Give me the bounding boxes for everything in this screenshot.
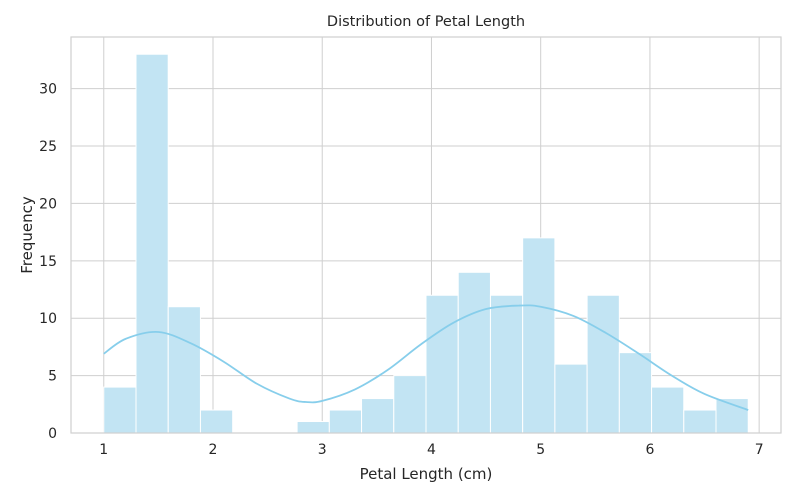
chart-title: Distribution of Petal Length — [327, 14, 525, 30]
histogram-bar — [618, 352, 653, 434]
histogram-bar — [425, 294, 459, 434]
x-tick-labels: 1 2 3 4 5 6 7 — [99, 442, 763, 458]
histogram-bar — [586, 294, 620, 434]
histogram-bar — [683, 409, 717, 434]
kde-layer — [103, 304, 749, 411]
y-tick-label: 30 — [39, 82, 57, 98]
y-tick-label: 10 — [39, 311, 57, 327]
plot-frame — [70, 36, 782, 434]
histogram-bar — [361, 398, 395, 434]
y-tick-label: 20 — [39, 196, 57, 212]
histogram-bar — [554, 363, 588, 434]
histogram-bar — [103, 386, 137, 434]
y-axis-label: Frequency — [18, 196, 36, 274]
histogram-bar — [457, 271, 491, 434]
histogram-bar — [296, 421, 330, 434]
x-tick-label: 2 — [209, 442, 218, 458]
y-tick-label: 5 — [48, 369, 57, 385]
histogram-bar — [199, 409, 234, 434]
histogram-bar — [489, 294, 524, 434]
y-tick-label: 0 — [48, 426, 57, 442]
histogram-bar — [167, 306, 201, 434]
x-tick-label: 7 — [755, 442, 764, 458]
x-tick-label: 6 — [645, 442, 654, 458]
x-tick-label: 5 — [536, 442, 545, 458]
grid-lines — [71, 37, 781, 434]
kde-line — [103, 304, 749, 411]
y-tick-label: 25 — [39, 139, 57, 155]
y-tick-label: 15 — [39, 254, 57, 270]
histogram-bar — [522, 237, 556, 434]
histogram-bar — [135, 53, 169, 434]
histogram-bars — [103, 53, 749, 434]
x-tick-label: 1 — [99, 442, 108, 458]
y-tick-labels: 0 5 10 15 20 25 30 — [39, 82, 57, 442]
x-tick-label: 4 — [427, 442, 436, 458]
x-tick-label: 3 — [318, 442, 327, 458]
x-axis-label: Petal Length (cm) — [360, 465, 493, 483]
histogram-bar — [393, 375, 427, 434]
histogram-bar — [651, 386, 685, 434]
histogram-bar — [328, 409, 363, 434]
